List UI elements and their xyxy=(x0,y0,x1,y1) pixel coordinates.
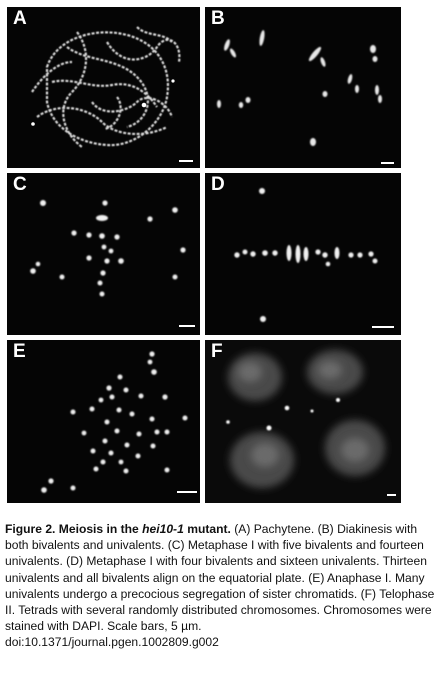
panel-c-metaphase-i: C xyxy=(7,173,200,335)
metaphase-i-chromosome-image xyxy=(30,200,186,297)
panel-d-metaphase-i: D xyxy=(205,173,401,335)
panel-b-diakinesis: B xyxy=(205,7,401,168)
metaphase-i-chromosome-image xyxy=(234,188,378,322)
figure-panels: A B xyxy=(7,7,401,503)
panel-e-anaphase-i: E xyxy=(7,340,200,503)
scale-bar xyxy=(387,494,396,496)
scale-bar xyxy=(177,491,197,493)
scale-bar xyxy=(381,162,394,164)
panel-f-telophase-ii: F xyxy=(205,340,401,503)
figure-caption: Figure 2. Meiosis in the hei10-1 mutant.… xyxy=(5,521,441,651)
diakinesis-chromosome-image xyxy=(217,30,382,146)
figure-title-pre: Meiosis in the xyxy=(58,522,139,536)
scale-bar xyxy=(372,326,394,328)
figure-title-post: mutant. xyxy=(187,522,231,536)
scale-bar xyxy=(179,160,193,162)
figure-number: Figure 2. xyxy=(5,522,56,536)
caption-body: (A) Pachytene. (B) Diakinesis with both … xyxy=(5,522,435,634)
panel-a-pachytene: A xyxy=(7,7,200,168)
panel-label-e: E xyxy=(13,341,26,362)
panel-label-d: D xyxy=(211,174,225,195)
scale-bar xyxy=(179,325,195,327)
gene-name: hei10-1 xyxy=(142,522,184,536)
panel-label-c: C xyxy=(13,174,27,195)
panel-label-a: A xyxy=(13,8,27,29)
panel-label-b: B xyxy=(211,8,225,29)
anaphase-i-chromosome-image xyxy=(41,351,188,493)
telophase-ii-tetrad-image xyxy=(226,350,385,488)
pachytene-chromosome-image xyxy=(31,26,181,148)
panel-label-f: F xyxy=(211,341,223,362)
doi-text: doi:10.1371/journal.pgen.1002809.g002 xyxy=(5,635,219,650)
